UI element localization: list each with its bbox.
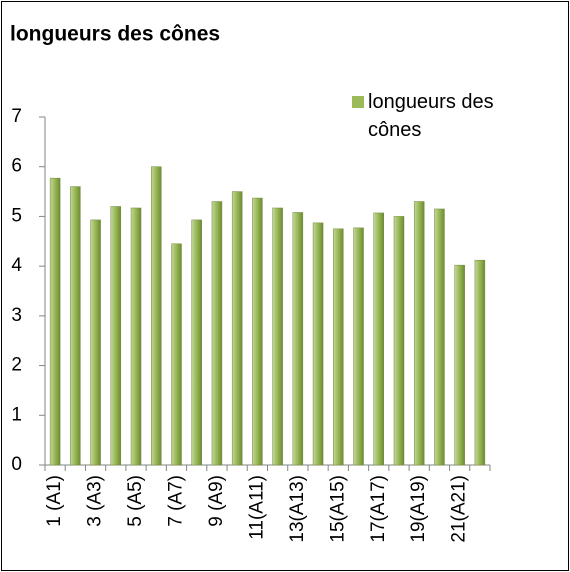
x-tick-label: 19(A19)	[408, 475, 429, 543]
y-tick-label: 7	[11, 106, 22, 127]
bar	[434, 208, 445, 466]
y-tick-label: 4	[11, 255, 22, 276]
bar	[90, 219, 101, 466]
x-tick-label: 11(A11)	[246, 475, 267, 540]
x-tick-label: 15(A15)	[327, 475, 348, 543]
x-tick-label: 7 (A7)	[165, 475, 186, 527]
bar	[130, 207, 142, 466]
x-tick-label: 5 (A5)	[125, 475, 146, 527]
bar	[333, 228, 344, 466]
bar	[252, 197, 263, 466]
bar	[353, 227, 364, 466]
bar	[393, 216, 405, 466]
x-tick-label: 17(A17)	[368, 475, 389, 543]
bar	[191, 219, 202, 466]
bar	[151, 166, 162, 466]
bar	[454, 264, 465, 466]
bar	[312, 222, 324, 466]
chart-title: longueurs des cônes	[10, 23, 220, 46]
bar	[292, 212, 304, 466]
bar	[272, 207, 283, 466]
y-tick-label: 2	[11, 355, 22, 376]
legend: longueurs des cônes	[352, 88, 522, 144]
bar	[70, 186, 81, 466]
bar	[211, 201, 223, 466]
x-tick-label: 21(A21)	[449, 475, 470, 543]
x-tick-label: 9 (A9)	[206, 475, 227, 527]
legend-label: longueurs des cônes	[368, 91, 494, 141]
y-tick-label: 5	[11, 205, 22, 226]
y-tick-label: 0	[11, 454, 22, 475]
bar	[171, 243, 182, 466]
y-tick-label: 1	[11, 404, 22, 425]
bar	[413, 201, 425, 466]
bar	[110, 206, 122, 466]
bar	[231, 191, 243, 466]
legend-swatch	[352, 96, 364, 108]
x-tick-label: 3 (A3)	[85, 475, 106, 527]
bar	[49, 177, 61, 466]
bar	[373, 212, 384, 466]
x-tick-label: 13(A13)	[287, 475, 308, 543]
x-tick-label: 1 (A1)	[44, 475, 65, 527]
y-tick-label: 3	[11, 305, 22, 326]
bar	[474, 259, 486, 466]
y-tick-label: 6	[11, 156, 22, 177]
